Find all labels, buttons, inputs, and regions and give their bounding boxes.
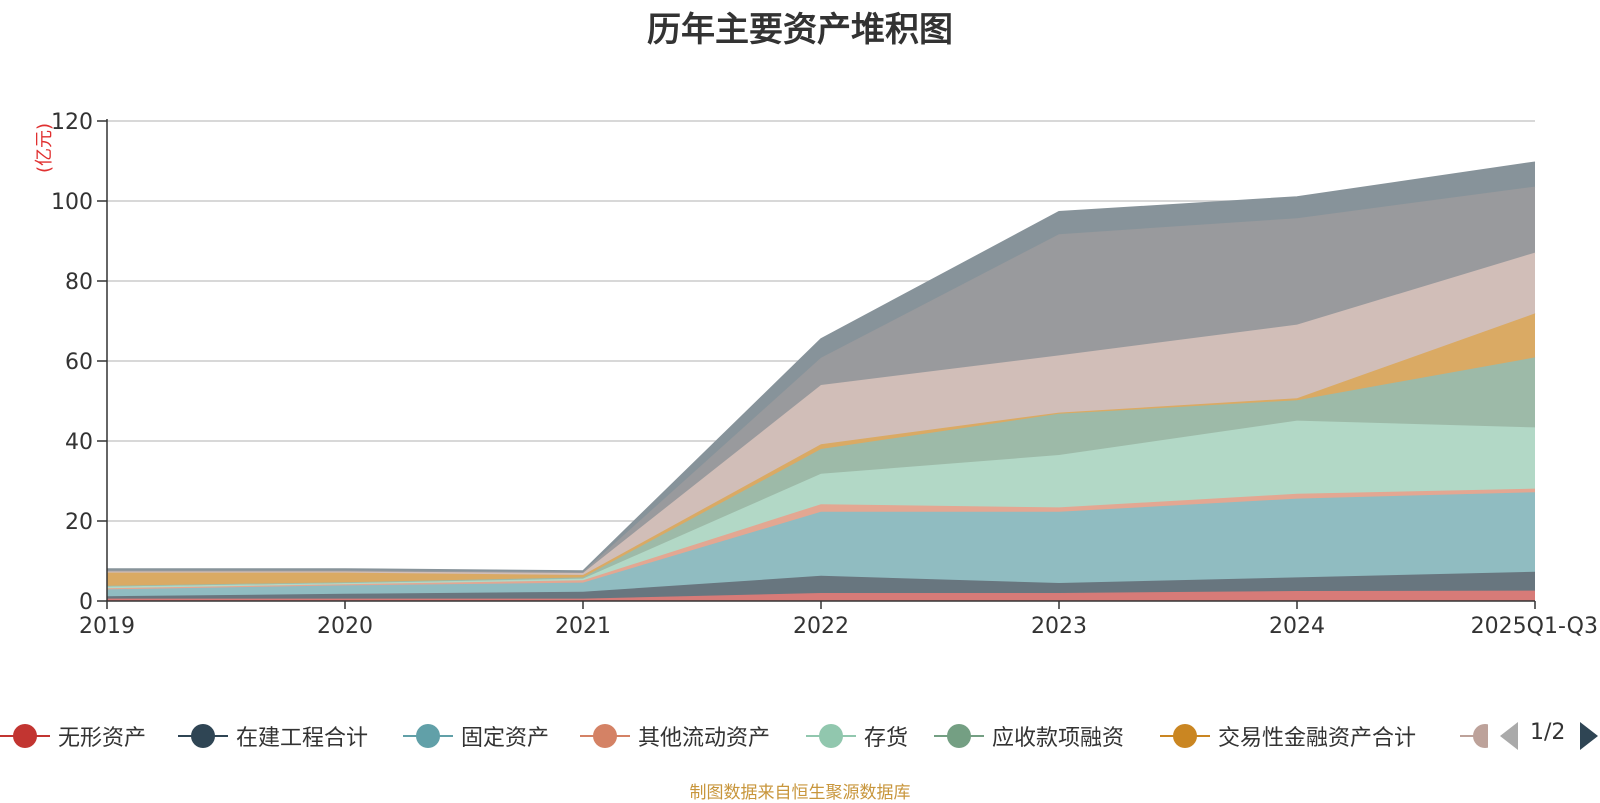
area-series-8 xyxy=(107,252,1535,575)
legend-swatch-icon xyxy=(934,718,984,754)
legend-dot xyxy=(416,724,440,748)
legend-dot xyxy=(947,724,971,748)
y-tick-label: 80 xyxy=(65,270,93,295)
area-series-2 xyxy=(107,571,1535,599)
chart-title: 历年主要资产堆积图 xyxy=(647,10,953,50)
legend-swatch-icon xyxy=(1160,718,1210,754)
legend-swatch-icon xyxy=(403,718,453,754)
legend-item[interactable]: 无形资产 xyxy=(0,718,146,754)
x-tick-label: 2023 xyxy=(1031,614,1087,639)
legend-item[interactable] xyxy=(1460,718,1488,754)
area-series-10 xyxy=(107,162,1535,572)
legend-item[interactable]: 其他流动资产 xyxy=(580,718,770,754)
area-series-1 xyxy=(107,590,1535,601)
pager-page-text: 1/2 xyxy=(1530,720,1566,745)
y-tick-label: 120 xyxy=(51,110,93,135)
legend-item[interactable]: 存货 xyxy=(806,718,908,754)
legend-label: 存货 xyxy=(864,726,909,751)
area-series-4 xyxy=(107,488,1535,590)
y-tick-label: 0 xyxy=(79,590,93,615)
x-tick-label: 2021 xyxy=(555,614,611,639)
legend-swatch-icon xyxy=(1460,718,1488,754)
area-series-3 xyxy=(107,492,1535,597)
legend-label: 其他流动资产 xyxy=(638,726,771,751)
pager-prev-icon[interactable] xyxy=(1500,722,1518,750)
legend-label: 固定资产 xyxy=(461,726,550,751)
legend-item[interactable]: 交易性金融资产合计 xyxy=(1160,718,1416,754)
area-series-5 xyxy=(107,420,1535,589)
legend-label: 在建工程合计 xyxy=(236,726,369,751)
area-series-9 xyxy=(107,186,1535,573)
axis-layer: 0 20 40 60 80 100 120 2019 2020 2021 2022 2023 2024 2… xyxy=(51,110,1598,639)
legend-dot xyxy=(1473,724,1488,748)
legend-dot xyxy=(191,724,215,748)
legend-label: 无形资产 xyxy=(58,726,147,751)
y-tick-label: 20 xyxy=(65,510,93,535)
area-line-10 xyxy=(107,161,1536,572)
pager-next-icon[interactable] xyxy=(1580,722,1598,750)
legend-swatch-icon xyxy=(0,718,50,754)
area-layer xyxy=(106,161,1536,601)
x-tick-label: 2025Q1-Q3 xyxy=(1471,614,1598,639)
y-tick-label: 60 xyxy=(65,350,93,375)
x-tick-label: 2024 xyxy=(1269,614,1325,639)
y-tick-label: 40 xyxy=(65,430,93,455)
x-tick-label: 2022 xyxy=(793,614,849,639)
legend: 无形资产 在建工程合计 固定资产 其他流动资产 存货 应收款项融资 交易性金融资产合计 xyxy=(0,718,1600,754)
area-series-6 xyxy=(107,357,1535,587)
x-tick-label: 2019 xyxy=(79,614,135,639)
legend-swatch-icon xyxy=(806,718,856,754)
legend-swatch-icon xyxy=(580,718,630,754)
legend-swatch-icon xyxy=(178,718,228,754)
legend-dot xyxy=(13,724,37,748)
x-tick-label: 2020 xyxy=(317,614,373,639)
legend-dot xyxy=(1173,724,1197,748)
source-note: 制图数据来自恒生聚源数据库 xyxy=(689,783,911,803)
y-axis-unit-label: (亿元) xyxy=(34,123,55,173)
legend-pager: 1/2 xyxy=(1500,718,1600,754)
legend-dot xyxy=(819,724,843,748)
legend-label: 交易性金融资产合计 xyxy=(1218,726,1417,751)
legend-dot xyxy=(593,724,617,748)
legend-label: 应收款项融资 xyxy=(992,726,1125,751)
legend-item[interactable]: 应收款项融资 xyxy=(934,718,1124,754)
legend-item[interactable]: 固定资产 xyxy=(403,718,549,754)
y-tick-label: 100 xyxy=(51,190,93,215)
legend-item[interactable]: 在建工程合计 xyxy=(178,718,368,754)
